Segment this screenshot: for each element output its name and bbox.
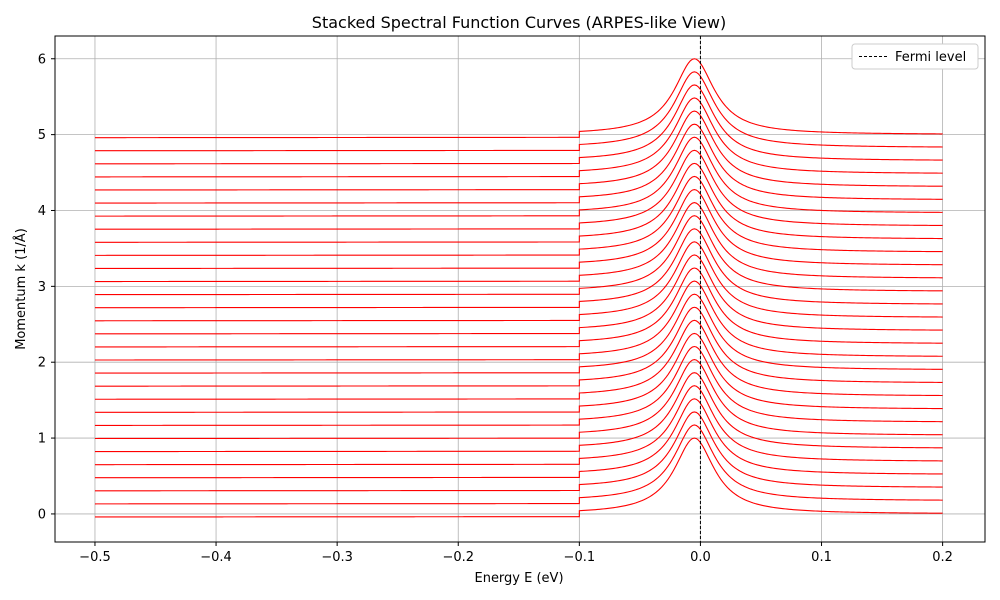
spectral-curve-26 bbox=[94, 110, 943, 191]
spectral-curve-21 bbox=[94, 175, 943, 256]
y-tick-label: 1 bbox=[38, 432, 46, 447]
spectral-curve-2 bbox=[94, 424, 943, 505]
x-axis-ticks: −0.5 −0.4 −0.3 −0.2 −0.1 0.0 0.1 0.2 bbox=[79, 542, 953, 565]
y-tick-label: 0 bbox=[38, 507, 46, 522]
spectral-curve-25 bbox=[94, 123, 943, 204]
y-tick-label: 4 bbox=[38, 204, 46, 219]
y-tick-label: 2 bbox=[38, 356, 46, 371]
spectral-curve-29 bbox=[94, 71, 943, 152]
spectral-curve-14 bbox=[94, 267, 943, 348]
spectral-curve-13 bbox=[94, 280, 943, 361]
x-tick-label: 0.1 bbox=[811, 550, 832, 565]
legend: Fermi level bbox=[851, 43, 979, 70]
y-tick-label: 6 bbox=[38, 52, 46, 67]
y-axis-ticks: 0 1 2 3 4 5 6 bbox=[38, 52, 55, 522]
legend-box bbox=[851, 43, 979, 70]
spectral-curve-16 bbox=[94, 241, 943, 322]
y-tick-label: 3 bbox=[38, 280, 46, 295]
spectral-curve-10 bbox=[94, 319, 943, 400]
spectral-curve-20 bbox=[94, 188, 943, 269]
legend-label-fermi: Fermi level bbox=[895, 50, 966, 65]
x-tick-label: −0.2 bbox=[442, 550, 474, 565]
spectral-curve-9 bbox=[94, 332, 943, 413]
spectral-curve-6 bbox=[94, 372, 943, 453]
spectral-curve-22 bbox=[94, 162, 943, 243]
y-axis-label: Momentum k (1/Å) bbox=[13, 228, 29, 350]
x-tick-label: −0.4 bbox=[200, 550, 232, 565]
spectral-curve-12 bbox=[94, 293, 943, 374]
spectral-curve-5 bbox=[94, 385, 943, 466]
plot-frame bbox=[54, 35, 986, 543]
spectral-curve-19 bbox=[94, 202, 943, 283]
spectral-curve-7 bbox=[94, 359, 943, 440]
spectral-curve-8 bbox=[94, 345, 943, 426]
spectral-curve-15 bbox=[94, 254, 943, 335]
spectral-curve-1 bbox=[94, 437, 943, 518]
spectral-curve-24 bbox=[94, 136, 943, 217]
spectral-curve-30 bbox=[94, 58, 943, 139]
x-axis-label: Energy E (eV) bbox=[474, 571, 563, 586]
x-tick-label: 0.0 bbox=[690, 550, 711, 565]
x-tick-label: 0.2 bbox=[932, 550, 953, 565]
spectral-curve-28 bbox=[94, 84, 943, 165]
spectral-curve-17 bbox=[94, 228, 943, 309]
spectral-curve-27 bbox=[94, 97, 943, 178]
x-tick-label: −0.3 bbox=[321, 550, 353, 565]
y-tick-label: 5 bbox=[38, 128, 46, 143]
curves bbox=[94, 58, 943, 518]
x-tick-label: −0.5 bbox=[79, 550, 111, 565]
spectral-curve-3 bbox=[94, 411, 943, 492]
x-tick-label: −0.1 bbox=[564, 550, 596, 565]
spectral-curve-18 bbox=[94, 215, 943, 296]
spectral-curve-4 bbox=[94, 398, 943, 479]
spectral-curve-11 bbox=[94, 306, 943, 387]
spectral-curve-23 bbox=[94, 149, 943, 230]
chart-title: Stacked Spectral Function Curves (ARPES-… bbox=[312, 13, 726, 32]
